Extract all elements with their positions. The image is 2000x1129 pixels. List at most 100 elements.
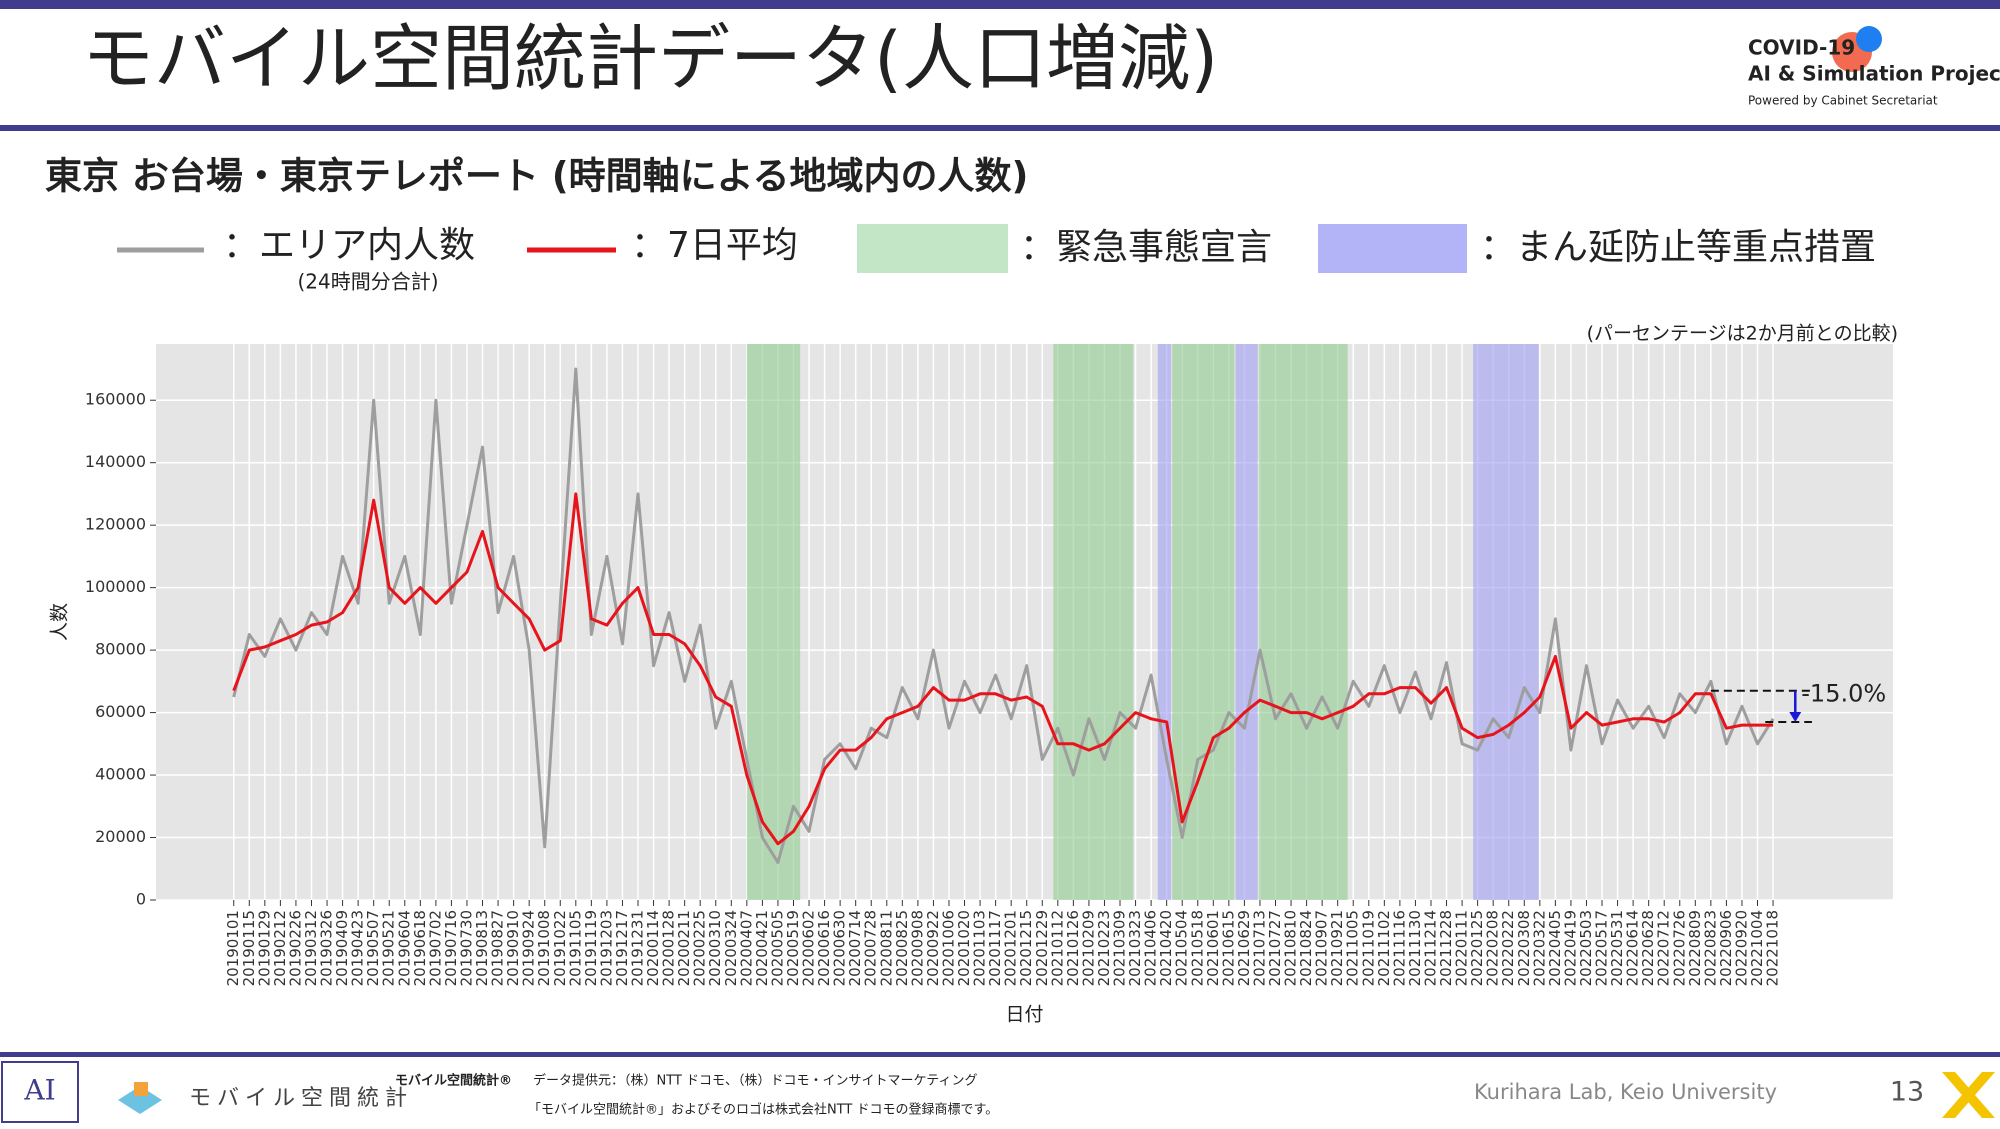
x-tick-label: 20210824 — [1297, 910, 1315, 986]
x-tick-label: 20200602 — [800, 910, 818, 986]
x-tick-label: 20190326 — [318, 910, 336, 986]
legend-swatch — [857, 224, 1008, 273]
x-tick-label: 20210309 — [1111, 910, 1129, 986]
chart-title: 東京 お台場・東京テレポート (時間軸による地域内の人数) — [45, 155, 1028, 198]
x-tick-label: 20191231 — [629, 910, 647, 986]
x-tick-label: 20220222 — [1499, 910, 1517, 986]
header-rule — [0, 125, 2000, 131]
x-tick-label: 20190507 — [364, 910, 382, 986]
y-tick-label: 80000 — [95, 640, 146, 659]
x-tick-label: 20200114 — [644, 910, 662, 986]
x-tick-label: 20211130 — [1406, 910, 1424, 986]
x-tick-label: 20220208 — [1484, 910, 1502, 986]
x-tick-label: 20190924 — [520, 910, 538, 986]
x-tick-label: 20210810 — [1282, 910, 1300, 986]
logo-text: Powered by Cabinet Secretariat — [1748, 94, 1938, 108]
x-tick-label: 20211228 — [1437, 910, 1455, 986]
x-tick-label: 20191105 — [566, 910, 584, 986]
x-tick-label: 20200128 — [660, 910, 678, 986]
x-axis-label: 日付 — [1005, 1004, 1043, 1026]
x-tick-label: 20200519 — [784, 910, 802, 986]
x-tick-label: 20200811 — [877, 910, 895, 986]
x-tick-label: 20190101 — [224, 910, 242, 986]
x-tick-label: 20190129 — [255, 910, 273, 986]
y-tick-label: 60000 — [95, 702, 146, 721]
x-tick-label: 20220405 — [1546, 910, 1564, 986]
x-tick-label: 20220308 — [1515, 910, 1533, 986]
x-tick-label: 20210504 — [1173, 910, 1191, 986]
x-tick-label: 20220712 — [1655, 910, 1673, 986]
x-tick-label: 20190115 — [240, 910, 258, 986]
mobile-logo — [134, 1082, 148, 1096]
x-tick-label: 20220628 — [1639, 910, 1657, 986]
footer-trademark: 「モバイル空間統計®」およびそのロゴは株式会社NTT ドコモの登録商標です。 — [528, 1102, 998, 1118]
footer-logo-text: モバイル空間統計 — [189, 1086, 413, 1111]
y-axis-label: 人数 — [49, 603, 71, 641]
x-tick-label: 20190618 — [411, 910, 429, 986]
legend-sublabel: (24時間分合計) — [297, 270, 438, 294]
footer-lab: Kurihara Lab, Keio University — [1474, 1080, 1777, 1104]
x-tick-label: 20190312 — [302, 910, 320, 986]
x-tick-label: 20210907 — [1313, 910, 1331, 986]
page-number: 13 — [1890, 1077, 1924, 1108]
x-tick-label: 20210727 — [1266, 910, 1284, 986]
top-bar — [0, 0, 2000, 9]
x-tick-label: 20190409 — [333, 910, 351, 986]
x-tick-label: 20191022 — [551, 910, 569, 986]
x-tick-label: 20200714 — [846, 910, 864, 986]
x-tick-label: 20190813 — [473, 910, 491, 986]
x-tick-label: 20220125 — [1468, 910, 1486, 986]
annotation-arrowhead — [1789, 711, 1802, 722]
x-tick-label: 20200616 — [815, 910, 833, 986]
x-tick-label: 20220531 — [1608, 910, 1626, 986]
logo-text: AI & Simulation Project — [1748, 62, 2000, 86]
x-tick-label: 20210629 — [1235, 910, 1253, 986]
x-tick-label: 20220920 — [1732, 910, 1750, 986]
x-tick-label: 20221018 — [1764, 910, 1782, 986]
x-tick-label: 20201103 — [971, 910, 989, 986]
annotation-label: -15.0% — [1801, 680, 1886, 708]
x-tick-label: 20201215 — [1017, 910, 1035, 986]
y-tick-label: 120000 — [85, 515, 146, 534]
x-tick-label: 20191203 — [597, 910, 615, 986]
x-tick-label: 20220614 — [1624, 910, 1642, 986]
y-tick-label: 160000 — [85, 390, 146, 409]
x-tick-label: 20190910 — [504, 910, 522, 986]
x-tick-label: 20210126 — [1064, 910, 1082, 986]
note: (パーセンテージは2か月前との比較) — [1587, 323, 1898, 345]
x-tick-label: 20200922 — [924, 910, 942, 986]
legend-label: ：まん延防止等重点措置 — [1480, 227, 1876, 268]
plot-background — [156, 344, 1893, 900]
x-tick-label: 20210223 — [1095, 910, 1113, 986]
x-tick-label: 20210615 — [1219, 910, 1237, 986]
x-tick-label: 20210406 — [1142, 910, 1160, 986]
x-tick-label: 20210601 — [1204, 910, 1222, 986]
shaded-region — [1053, 344, 1134, 900]
x-tick-label: 20200825 — [893, 910, 911, 986]
x-tick-label: 20220503 — [1577, 910, 1595, 986]
y-tick-label: 40000 — [95, 765, 146, 784]
x-tick-label: 20200407 — [737, 910, 755, 986]
x-tick-label: 20220809 — [1686, 910, 1704, 986]
x-tick-label: 20201020 — [955, 910, 973, 986]
x-tick-label: 20190226 — [286, 910, 304, 986]
x-tick-label: 20211019 — [1359, 910, 1377, 986]
y-tick-label: 100000 — [85, 577, 146, 596]
x-tick-label: 20220906 — [1717, 910, 1735, 986]
x-tick-label: 20190827 — [489, 910, 507, 986]
legend-label: ：7日平均 — [631, 225, 798, 266]
y-tick-label: 0 — [136, 890, 146, 909]
x-tick-label: 20190521 — [380, 910, 398, 986]
x-tick-label: 20210323 — [1126, 910, 1144, 986]
y-tick-label: 20000 — [95, 827, 146, 846]
ai-logo-text: AI — [23, 1074, 55, 1107]
shaded-region — [1473, 344, 1539, 900]
x-tick-label: 20200211 — [675, 910, 693, 986]
x-tick-label: 20210518 — [1188, 910, 1206, 986]
x-tick-label: 20200728 — [862, 910, 880, 986]
series-line — [232, 492, 1774, 846]
x-tick-label: 20221004 — [1748, 910, 1766, 986]
ai-logo — [1, 1061, 79, 1123]
